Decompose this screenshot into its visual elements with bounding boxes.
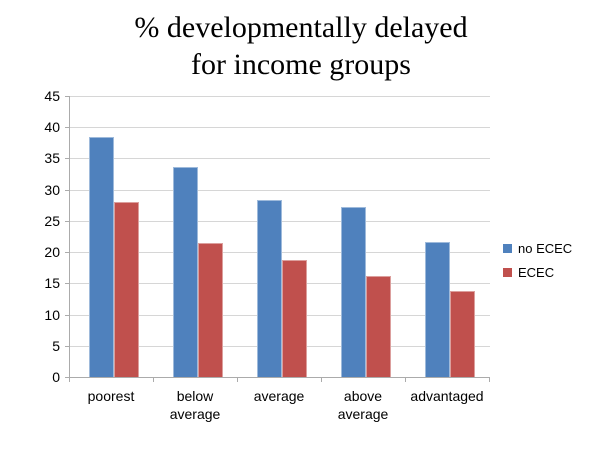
legend-entry: ECEC bbox=[503, 260, 572, 284]
y-tick-label: 35 bbox=[44, 150, 60, 166]
plot-area bbox=[69, 96, 490, 378]
bar-no-ECEC-average bbox=[257, 199, 282, 377]
x-tick-mark bbox=[405, 378, 406, 382]
x-category-label: poorest bbox=[87, 388, 135, 404]
y-tick-mark bbox=[65, 221, 69, 222]
y-tick-label: 5 bbox=[52, 338, 60, 354]
bar-no-ECEC-below-average bbox=[173, 167, 198, 377]
bar-ECEC-poorest bbox=[114, 202, 139, 377]
legend-label: no ECEC bbox=[518, 240, 573, 256]
x-tick-mark bbox=[153, 378, 154, 382]
legend-entry: no ECEC bbox=[503, 236, 572, 260]
bar-ECEC-above-average bbox=[366, 275, 391, 377]
x-category-label: average bbox=[253, 388, 305, 404]
y-tick-mark bbox=[65, 158, 69, 159]
y-tick-mark bbox=[65, 377, 69, 378]
x-tick-mark bbox=[237, 378, 238, 382]
y-tick-label: 30 bbox=[44, 182, 60, 198]
x-tick-mark bbox=[489, 378, 490, 382]
gridline bbox=[70, 96, 490, 97]
y-tick-label: 0 bbox=[52, 369, 60, 385]
y-tick-label: 10 bbox=[44, 307, 60, 323]
gridline bbox=[70, 158, 490, 160]
x-category-label: above average bbox=[337, 388, 389, 422]
y-tick-mark bbox=[65, 190, 69, 191]
y-tick-mark bbox=[65, 315, 69, 316]
y-tick-mark bbox=[65, 283, 69, 284]
x-category-label: advantaged bbox=[410, 388, 484, 404]
bar-ECEC-advantaged bbox=[450, 291, 475, 377]
y-tick-mark bbox=[65, 346, 69, 347]
bar-no-ECEC-poorest bbox=[89, 137, 114, 377]
chart-title-line-1: % developmentally delayed bbox=[134, 11, 468, 44]
gridline bbox=[70, 127, 490, 129]
y-tick-label: 40 bbox=[44, 119, 60, 135]
bar-no-ECEC-advantaged bbox=[425, 241, 450, 377]
legend: no ECEC ECEC bbox=[503, 236, 572, 284]
y-tick-mark bbox=[65, 96, 69, 97]
bar-ECEC-average bbox=[282, 259, 307, 377]
bar-no-ECEC-above-average bbox=[341, 207, 366, 377]
legend-label: ECEC bbox=[518, 264, 555, 280]
gridline bbox=[70, 189, 490, 191]
y-tick-label: 20 bbox=[44, 244, 60, 260]
legend-swatch-ECEC bbox=[503, 267, 512, 277]
y-tick-mark bbox=[65, 252, 69, 253]
y-tick-label: 45 bbox=[44, 88, 60, 104]
y-tick-label: 25 bbox=[44, 213, 60, 229]
chart-title-line-2: for income groups bbox=[191, 48, 411, 81]
x-tick-mark bbox=[69, 378, 70, 382]
legend-swatch-no-ECEC bbox=[503, 243, 512, 253]
chart-title: % developmentally delayed for income gro… bbox=[0, 9, 602, 83]
y-tick-label: 15 bbox=[44, 275, 60, 291]
x-category-label: below average bbox=[169, 388, 221, 422]
bar-ECEC-below-average bbox=[198, 243, 223, 377]
y-tick-mark bbox=[65, 127, 69, 128]
x-tick-mark bbox=[321, 378, 322, 382]
